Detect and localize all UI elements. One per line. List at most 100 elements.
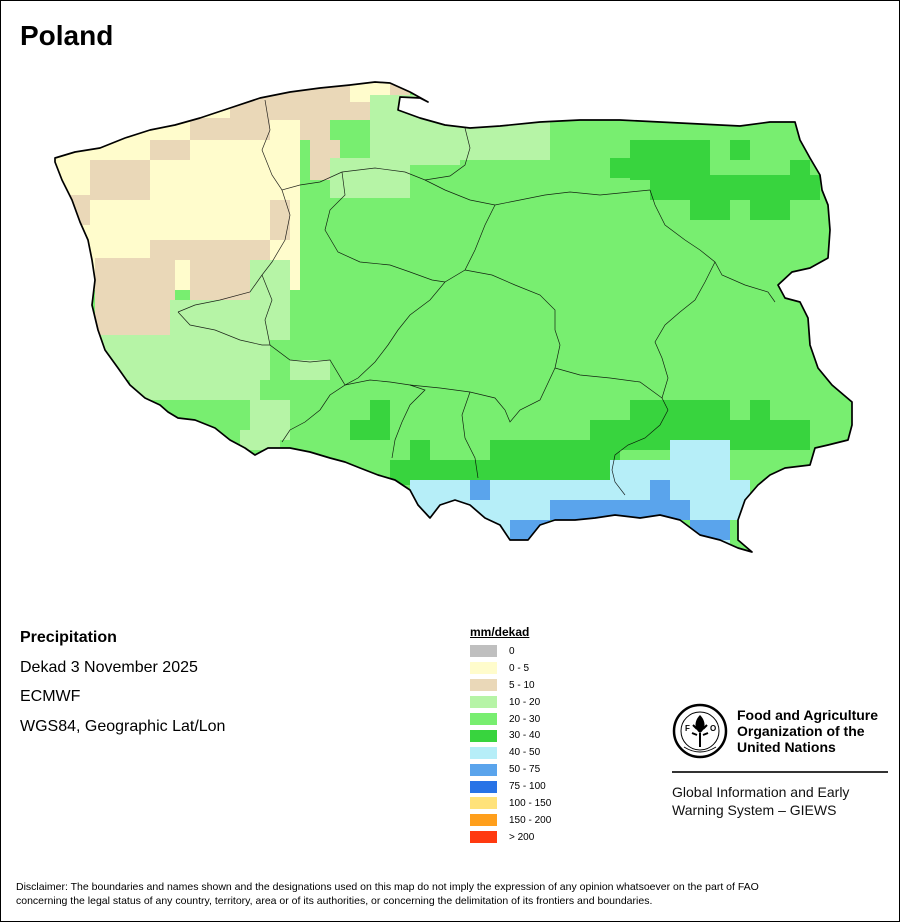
- boundary-line: [554, 367, 663, 399]
- legend-label: 5 - 10: [509, 679, 535, 691]
- fao-logo-icon: F O: [672, 703, 728, 759]
- precipitation-cell: [90, 160, 150, 200]
- map-info-block: Precipitation Dekad 3 November 2025 ECMW…: [20, 628, 225, 746]
- boundary-line: [649, 189, 776, 303]
- svg-text:O: O: [710, 724, 716, 733]
- legend-swatch: [470, 780, 497, 793]
- boundary-line: [344, 379, 426, 459]
- source-label: ECMWF: [20, 688, 81, 705]
- projection-label: WGS84, Geographic Lat/Lon: [20, 717, 226, 735]
- boundary-line: [654, 261, 716, 411]
- legend-row: 0: [470, 643, 551, 660]
- legend-row: 150 - 200: [470, 812, 551, 829]
- precipitation-cell: [610, 158, 650, 178]
- precipitation-cell: [100, 335, 270, 380]
- legend-swatch: [470, 746, 497, 759]
- precipitation-cell: [430, 500, 490, 525]
- legend-swatch: [470, 831, 497, 844]
- legend-label: 150 - 200: [509, 814, 552, 826]
- precipitation-cell: [240, 430, 280, 450]
- legend-label: 0: [509, 645, 515, 657]
- legend-row: 20 - 30: [470, 711, 551, 728]
- precipitation-cell: [410, 440, 430, 460]
- legend-label: 40 - 50: [509, 747, 541, 759]
- precipitation-cell: [330, 158, 410, 198]
- fao-org-name: Food and Agriculture Organization of the…: [737, 707, 879, 755]
- precipitation-cell: [670, 440, 730, 485]
- legend-label: > 200: [509, 831, 535, 843]
- legend-label: 50 - 75: [509, 764, 541, 776]
- legend-row: > 200: [470, 829, 551, 846]
- precipitation-cell: [750, 195, 790, 220]
- legend-row: 100 - 150: [470, 795, 551, 812]
- map-title: Poland: [20, 20, 114, 51]
- boundary-line: [177, 311, 270, 346]
- precipitation-cell: [150, 140, 190, 160]
- legend-label: 75 - 100: [509, 781, 546, 793]
- boundary-line: [341, 127, 471, 181]
- boundary-line: [409, 367, 556, 423]
- disclaimer: Disclaimer: The boundaries and names sho…: [16, 881, 759, 907]
- precipitation-cell: [730, 420, 810, 450]
- divider: [672, 771, 888, 773]
- legend-swatch: [470, 662, 497, 675]
- boundary-line: [324, 171, 446, 283]
- legend-row: 0 - 5: [470, 660, 551, 677]
- legend-classes: 0 0 - 5 5 - 10 10 - 20 20 - 30 30 - 40 40 - 50…: [470, 643, 551, 846]
- legend-row: 10 - 20: [470, 694, 551, 711]
- period-label: Dekad 3 November 2025: [20, 658, 198, 676]
- precipitation-cell: [470, 480, 490, 500]
- fao-branding: F O Food and Agriculture Organization of…: [672, 703, 888, 819]
- legend-row: 30 - 40: [470, 727, 551, 744]
- boundary-line: [344, 204, 496, 386]
- precipitation-cell: [95, 258, 175, 338]
- legend-swatch: [470, 763, 497, 776]
- precipitation-cell: [370, 95, 460, 165]
- precipitation-cell: [190, 118, 270, 140]
- precipitation-cell: [270, 200, 290, 240]
- country-border: [54, 81, 853, 553]
- legend-label: 30 - 40: [509, 730, 541, 742]
- variable-label: Precipitation: [20, 629, 117, 646]
- precipitation-cell: [350, 420, 390, 440]
- legend-swatch: [470, 713, 497, 725]
- precipitation-cell: [170, 300, 270, 340]
- precipitation-cell: [370, 400, 390, 420]
- legend-label: 10 - 20: [509, 696, 541, 708]
- legend-swatch: [470, 797, 497, 810]
- precipitation-cell: [750, 400, 770, 420]
- legend-label: 100 - 150: [509, 797, 552, 809]
- precipitation-cell: [300, 120, 330, 140]
- boundary-line: [461, 391, 479, 479]
- precipitation-cell: [790, 160, 810, 180]
- precipitation-cell: [650, 480, 670, 500]
- legend-unit: mm/dekad: [470, 625, 530, 639]
- svg-text:F: F: [685, 724, 690, 733]
- precipitation-cell: [290, 360, 330, 380]
- legend-row: 40 - 50: [470, 744, 551, 761]
- legend-swatch: [470, 679, 497, 692]
- legend-swatch: [470, 814, 497, 827]
- voivodeship-boundaries: [177, 99, 776, 496]
- legend: mm/dekad 0 0 - 5 5 - 10 10 - 20 20 - 30 30 - …: [470, 625, 551, 846]
- precipitation-cell: [130, 375, 260, 400]
- boundary-line: [261, 99, 343, 191]
- precipitation-cell: [670, 500, 690, 520]
- precipitation-cell: [730, 140, 750, 160]
- legend-swatch: [470, 645, 497, 658]
- giews-name: Global Information and Early Warning Sys…: [672, 784, 850, 818]
- legend-row: 5 - 10: [470, 677, 551, 694]
- boundary-line: [261, 274, 346, 443]
- precipitation-cell: [690, 195, 730, 220]
- boundary-line: [611, 409, 669, 496]
- legend-row: 50 - 75: [470, 761, 551, 778]
- legend-label: 0 - 5: [509, 662, 530, 674]
- boundary-line: [424, 179, 651, 206]
- legend-swatch: [470, 696, 497, 709]
- precipitation-cell: [690, 400, 730, 420]
- legend-label: 20 - 30: [509, 713, 541, 725]
- boundary-line: [464, 269, 561, 369]
- precipitation-cell: [150, 240, 190, 260]
- legend-row: 75 - 100: [470, 778, 551, 795]
